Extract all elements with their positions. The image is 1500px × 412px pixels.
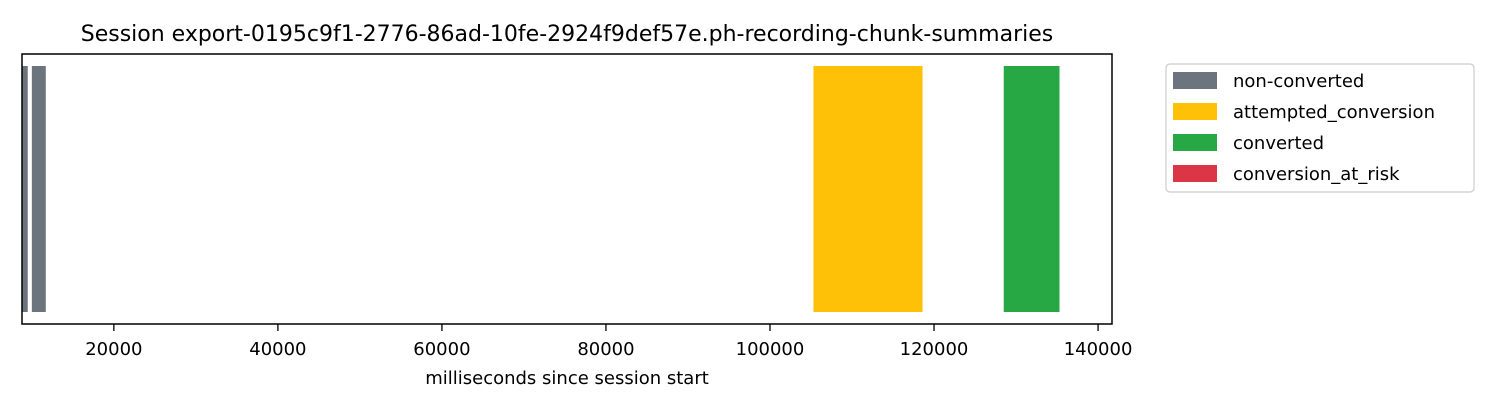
x-axis-label: milliseconds since session start <box>425 368 709 389</box>
bar-non-converted-0 <box>22 66 28 312</box>
legend-swatch-converted <box>1173 134 1217 151</box>
x-tick-label: 20000 <box>85 339 142 360</box>
legend-label-non-converted: non-converted <box>1233 71 1364 92</box>
x-tick-label: 40000 <box>249 339 306 360</box>
bar-attempted-conversion-0 <box>813 66 923 312</box>
legend: non-converted attempted_conversionconvert… <box>1165 63 1475 193</box>
legend-label-converted: converted <box>1233 133 1324 154</box>
bar-layer <box>22 66 1060 312</box>
x-tick-label: 120000 <box>900 339 969 360</box>
legend-frame <box>1165 63 1475 193</box>
bar-converted-0 <box>1003 66 1060 312</box>
legend-swatch-non-converted <box>1173 72 1217 89</box>
x-axis-ticks: 20000 40000 60000 80000 100000 120000 140000 <box>85 324 1132 360</box>
legend-label-conversion-at-risk: conversion_at_risk <box>1233 164 1400 185</box>
legend-items: non-converted attempted_conversionconvert… <box>1173 71 1435 185</box>
x-tick-label: 60000 <box>413 339 470 360</box>
x-tick-label: 80000 <box>577 339 634 360</box>
legend-swatch-conversion-at-risk <box>1173 165 1217 182</box>
legend-label-attempted-conversion: attempted_conversion <box>1233 102 1435 123</box>
bar-non-converted-1 <box>31 66 46 312</box>
x-tick-label: 100000 <box>736 339 805 360</box>
plot-frame <box>21 53 1113 325</box>
x-tick-label: 140000 <box>1064 339 1133 360</box>
chart-title: Session export-0195c9f1-2776-86ad-10fe-2… <box>81 22 1054 47</box>
legend-swatch-attempted-conversion <box>1173 103 1217 120</box>
